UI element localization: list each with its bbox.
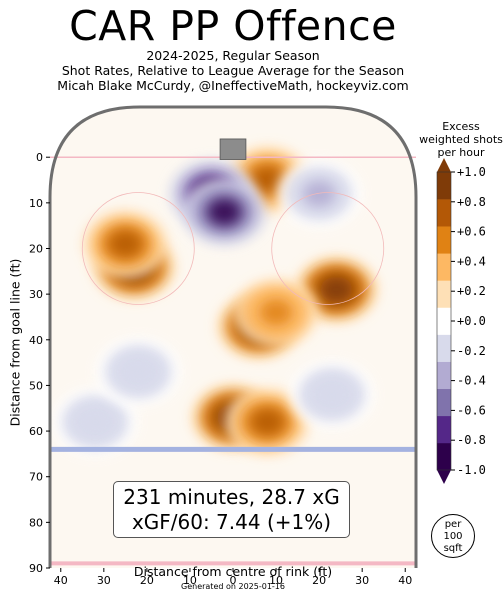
y-tick-label: 60 (29, 425, 43, 438)
colorbar-tick-label: +0.6 (457, 225, 486, 239)
colorbar-segment (437, 442, 451, 471)
net (219, 138, 247, 160)
summary-xgf60: xGF/60: 7.44 (+1%) (131, 510, 332, 534)
colorbar-segment (437, 253, 451, 281)
heatmap-contour (251, 167, 284, 194)
colorbar-tick-label: -0.6 (457, 403, 486, 417)
summary-minutes-xg: 231 minutes, 28.7 xG (123, 485, 340, 509)
subtitle-author: Micah Blake McCurdy, @IneffectiveMath, h… (57, 78, 409, 93)
colorbar-segment (437, 280, 451, 308)
generated-date: Generated on 2025-01-16 (181, 582, 285, 591)
colorbar-segment (437, 226, 451, 254)
colorbar-tick-label: +0.2 (457, 284, 486, 298)
heatmap-contour (78, 408, 112, 435)
colorbar-tick-label: -0.8 (457, 433, 486, 447)
unit-badge-line: 100 (443, 531, 463, 542)
heatmap-contour (320, 276, 353, 303)
colorbar-tick-label: -1.0 (457, 463, 486, 477)
heatmap-contour (122, 358, 155, 385)
colorbar-segment (437, 388, 451, 417)
colorbar-segment (437, 361, 451, 390)
heatmap-contour (208, 198, 241, 225)
y-axis-label: Distance from goal line (ft) (7, 258, 23, 427)
heatmap-contour (109, 230, 142, 257)
page-title: CAR PP Offence (69, 2, 397, 50)
x-tick-label: 30 (355, 574, 369, 587)
colorbar-tick-label: +0.0 (457, 314, 486, 328)
heatmap-contour (302, 180, 336, 207)
colorbar-tick-label: +0.4 (457, 254, 486, 268)
rink-markings (48, 105, 418, 568)
colorbar-segment (437, 307, 451, 335)
colorbar-tick-label: -0.2 (457, 344, 486, 358)
x-tick-label: 40 (398, 574, 412, 587)
x-axis-label: Distance from centre of rink (ft) (133, 564, 333, 579)
y-tick-label: 10 (29, 197, 43, 210)
colorbar-tick-label: -0.4 (457, 374, 486, 388)
y-tick-label: 20 (29, 242, 43, 255)
heatmap-contour (259, 299, 293, 326)
x-tick-label: 30 (97, 574, 111, 587)
y-tick-label: 70 (29, 471, 43, 484)
faceoff-circle (81, 192, 195, 305)
subtitle-description: Shot Rates, Relative to League Average f… (61, 63, 405, 78)
colorbar-segment (437, 172, 451, 200)
faceoff-circle (271, 192, 385, 305)
colorbar-title-line: weighted shots (419, 133, 503, 146)
colorbar-title: Excess weighted shots per hour (416, 120, 504, 159)
x-tick-label: 20 (312, 574, 326, 587)
x-tick-label: 10 (183, 574, 197, 587)
colorbar-segment (437, 199, 451, 227)
y-tick-label: 80 (29, 516, 43, 529)
heatmap-contour (251, 408, 284, 435)
colorbar-arrow-bottom (437, 470, 451, 484)
plot-axes: 40 30 20 10 0 10 20 30 40 0 10 20 30 40 50 60 70 80 90 (29, 151, 412, 587)
rink-boards (48, 105, 418, 568)
colorbar-tick-label: +0.8 (457, 195, 486, 209)
y-tick-label: 50 (29, 379, 43, 392)
colorbar-arrow-top (437, 158, 451, 172)
x-tick-label: 10 (269, 574, 283, 587)
x-tick-label: 0 (230, 574, 237, 587)
x-tick-label: 20 (140, 574, 154, 587)
unit-badge: per 100 sqft (431, 514, 475, 558)
colorbar: -1.0 -0.8 -0.6 -0.4 -0.2 +0.0 +0.2 +0.4 +0.6 +0.8… (436, 158, 486, 484)
colorbar-segment (437, 415, 451, 444)
colorbar-title-line: per hour (437, 146, 485, 159)
unit-badge-line: sqft (443, 543, 463, 554)
unit-badge-line: per (444, 519, 462, 530)
y-tick-label: 40 (29, 334, 43, 347)
y-tick-label: 30 (29, 288, 43, 301)
x-tick-label: 40 (54, 574, 68, 587)
heatmap-contour (315, 381, 349, 408)
colorbar-tick-label: +1.0 (457, 165, 486, 179)
y-tick-label: 0 (36, 151, 43, 164)
colorbar-title-line: Excess (442, 120, 480, 133)
subtitle-season: 2024-2025, Regular Season (146, 48, 320, 63)
summary-box: 231 minutes, 28.7 xG xGF/60: 7.44 (+1%) (113, 481, 350, 538)
y-tick-label: 90 (29, 562, 43, 575)
colorbar-segment (437, 334, 451, 362)
